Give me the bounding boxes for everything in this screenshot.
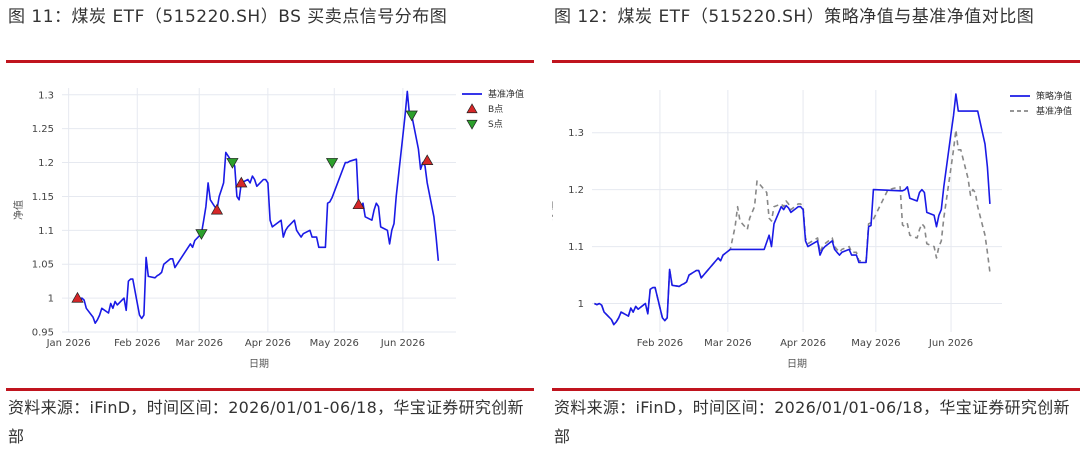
- y-tick-label: 1.1: [568, 242, 584, 253]
- figure-11-panel: 图 11：煤炭 ETF（515220.SH）BS 买卖点信号分布图 0.95 1 1…: [6, 0, 536, 453]
- nav-series-line: [77, 90, 440, 324]
- sell-signal-marker: [405, 110, 418, 122]
- x-axis-title: 日期: [787, 358, 807, 370]
- y-tick-label: 1.2: [568, 185, 584, 196]
- buy-signal-marker: [235, 176, 248, 188]
- y-axis-title: 净值: [12, 200, 25, 220]
- sell-signal-marker: [226, 158, 239, 169]
- y-tick-label: 0.95: [32, 328, 54, 339]
- legend-label: B点: [488, 104, 503, 115]
- x-tick-label: Jan 2026: [46, 338, 91, 349]
- plot-area: [62, 88, 456, 332]
- buy-signal-marker: [421, 154, 434, 165]
- sell-legend-icon: [466, 119, 478, 130]
- legend-label: 基准净值: [1036, 105, 1072, 117]
- y-axis-title: 净值: [552, 201, 555, 221]
- x-tick-label: Feb 2026: [114, 338, 160, 349]
- y-tick-label: 1.3: [38, 90, 54, 101]
- legend-label: 策略净值: [1036, 90, 1072, 102]
- x-tick-label: Mar 2026: [704, 338, 752, 349]
- x-tick-label: May 2026: [310, 338, 359, 349]
- x-axis-title: 日期: [249, 358, 269, 370]
- sell-signal-marker: [325, 158, 339, 169]
- y-tick-label: 1.15: [32, 192, 54, 203]
- y-tick-label: 1.05: [32, 260, 54, 271]
- bottom-red-rule: [6, 388, 534, 391]
- source-note: 资料来源：iFinD，时间区间：2026/01/01-06/18，华宝证券研究创…: [554, 398, 1070, 446]
- x-tick-label: Jun 2026: [380, 338, 425, 349]
- figure-title: 图 12：煤炭 ETF（515220.SH）策略净值与基准净值对比图: [554, 7, 1035, 27]
- y-tick-label: 1.1: [38, 226, 54, 237]
- x-tick-label: May 2026: [851, 338, 900, 349]
- bottom-red-rule: [552, 388, 1080, 391]
- legend-label: S点: [488, 119, 503, 130]
- y-tick-label: 1.2: [38, 158, 54, 169]
- sell-signal-marker: [195, 229, 208, 240]
- legend: 基准净值 B点 S点: [462, 88, 524, 130]
- y-tick-label: 1.3: [568, 128, 584, 139]
- legend-label: 基准净值: [488, 88, 524, 100]
- y-tick-label: 1.25: [32, 124, 54, 135]
- x-tick-label: Apr 2026: [245, 338, 291, 349]
- buy-signal-marker: [352, 198, 365, 210]
- y-tick-label: 1: [48, 294, 54, 305]
- buy-signal-marker: [210, 203, 224, 215]
- nav-series-line: [594, 93, 991, 326]
- x-tick-label: Jun 2026: [928, 338, 973, 349]
- buy-legend-icon: [466, 103, 478, 114]
- bs-signal-chart: 0.95 1 1.05 1.1 1.15 1.2 1.25 1.3 Jan 2026 Feb 20…: [12, 88, 524, 370]
- y-tick-label: 1: [578, 299, 584, 310]
- nav-comparison-chart: 1 1.1 1.2 1.3 Feb 2026 Mar 2026 Apr 2026 May 20…: [552, 90, 1072, 370]
- gridlines: [62, 88, 456, 333]
- top-red-rule: [6, 60, 534, 63]
- figure-title: 图 11：煤炭 ETF（515220.SH）BS 买卖点信号分布图: [8, 7, 448, 27]
- x-tick-label: Feb 2026: [637, 338, 683, 349]
- source-note: 资料来源：iFinD，时间区间：2026/01/01-06/18，华宝证券研究创…: [8, 398, 524, 446]
- buy-signal-marker: [71, 291, 84, 303]
- figure-12-panel: 图 12：煤炭 ETF（515220.SH）策略净值与基准净值对比图 1 1.1 1…: [552, 0, 1082, 453]
- top-red-rule: [552, 60, 1080, 63]
- x-tick-label: Apr 2026: [780, 338, 826, 349]
- x-tick-label: Mar 2026: [175, 338, 223, 349]
